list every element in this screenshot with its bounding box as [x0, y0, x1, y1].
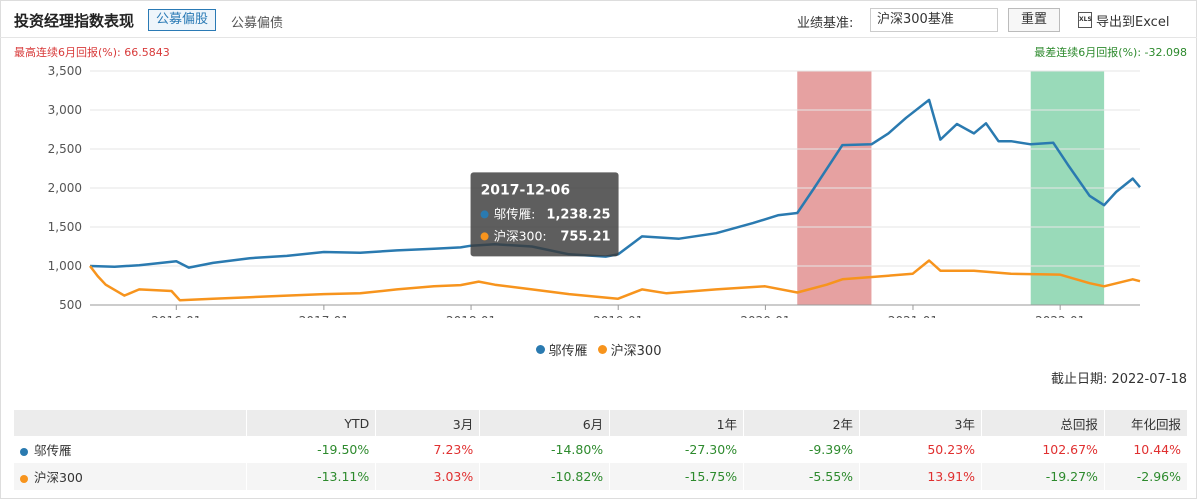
benchmark-input[interactable]: 沪深300基准 [870, 8, 998, 32]
legend-item-index[interactable]: 沪深300 [597, 340, 662, 359]
table-header-total: 总回报 [981, 410, 1105, 436]
x-tick-label: 2022-01 [1035, 314, 1085, 318]
legend-label-manager: 邬传雁 [548, 344, 588, 359]
x-tick-label: 2021-01 [888, 314, 938, 318]
table-row: 邬传雁 -19.50% 7.23% -14.80% -27.30% -9.39% 50.23… [14, 436, 1189, 463]
series-line-manager [89, 98, 1141, 269]
performance-table: YTD 3月 6月 1年 2年 3年 总回报 年化回报 邬传雁 -19.50% 7.… [14, 410, 1189, 490]
x-tick-label: 2020-01 [740, 314, 790, 318]
table-header-1y: 1年 [609, 410, 745, 436]
table-cell-value: -14.80% [479, 436, 611, 463]
table-cell-value: -27.30% [609, 436, 745, 463]
table-row: 沪深300 -13.11% 3.03% -10.82% -15.75% -5.55% 13.… [14, 463, 1189, 490]
tooltip-series-value: 755.21 [560, 229, 610, 244]
tooltip-series-dot [480, 210, 489, 219]
table-cell-value: -19.50% [246, 436, 377, 463]
table-cell-value: -9.39% [743, 436, 861, 463]
header-bar: 投资经理指数表现 公募偏股 公募偏债 业绩基准: 沪深300基准 重置 XLS … [0, 0, 1197, 38]
table-header-ytd: YTD [246, 410, 377, 436]
tooltip-series-name: 邬传雁: [494, 206, 536, 221]
legend-dot-manager [535, 345, 545, 354]
y-tick-label: 2,500 [48, 142, 82, 156]
page-title: 投资经理指数表现 [14, 12, 135, 30]
x-tick-label: 2017-01 [299, 314, 349, 318]
series-name: 邬传雁 [34, 443, 72, 458]
table-header-2y: 2年 [743, 410, 861, 436]
table-cell-value: 7.23% [375, 436, 481, 463]
legend-dot-index [597, 345, 607, 354]
reset-button[interactable]: 重置 [1008, 8, 1060, 32]
x-tick-label: 2018-01 [446, 314, 496, 318]
table-header-annualized: 年化回报 [1104, 410, 1189, 436]
worst-6m-return: 最差连续6月回报(%): -32.098 [1034, 46, 1187, 59]
table-cell-value: -19.27% [981, 463, 1105, 490]
table-cell-value: -15.75% [609, 463, 745, 490]
performance-chart: 500 1,000 1,500 2,000 2,500 3,000 3,500 2016-01… [48, 64, 1141, 318]
table-cell-value: 50.23% [859, 436, 982, 463]
export-excel-button[interactable]: XLS 导出到Excel [1078, 10, 1169, 30]
chart-legend: 邬传雁 沪深300 [0, 340, 1197, 359]
table-cell-value: -13.11% [246, 463, 377, 490]
table-cell-value: -2.96% [1104, 463, 1189, 490]
table-header-6m: 6月 [479, 410, 611, 436]
tooltip-series-dot [480, 232, 489, 241]
tab-equity-funds[interactable]: 公募偏股 [148, 9, 217, 31]
table-header-row: YTD 3月 6月 1年 2年 3年 总回报 年化回报 [14, 410, 1189, 436]
as-of-date: 截止日期: 2022-07-18 [1050, 372, 1187, 387]
table-header-3y: 3年 [859, 410, 982, 436]
table-cell-value: 102.67% [981, 436, 1105, 463]
y-tick-label: 1,500 [48, 220, 82, 234]
y-tick-label: 2,000 [48, 181, 82, 195]
tooltip-date: 2017-12-06 [481, 182, 571, 198]
table-header-3m: 3月 [375, 410, 481, 436]
tooltip-series-name: 沪深300: [494, 228, 547, 243]
y-tick-label: 500 [59, 298, 82, 312]
table-cell-name: 沪深300 [14, 463, 248, 490]
table-cell-name: 邬传雁 [14, 436, 248, 463]
table-cell-value: 13.91% [859, 463, 982, 490]
series-name: 沪深300 [34, 470, 83, 485]
legend-label-index: 沪深300 [610, 344, 662, 359]
tooltip-series-value: 1,238.25 [546, 207, 610, 222]
series-dot [20, 474, 28, 483]
y-tick-label: 3,500 [48, 64, 82, 78]
series-dot [20, 447, 28, 456]
x-tick-label: 2016-01 [151, 314, 201, 318]
table-header-name [14, 410, 248, 436]
y-tick-label: 3,000 [48, 103, 82, 117]
table-cell-value: -5.55% [743, 463, 861, 490]
benchmark-label: 业绩基准: [797, 16, 854, 31]
series-line-index [89, 259, 1141, 302]
legend-item-manager[interactable]: 邬传雁 [535, 340, 588, 359]
table-cell-value: -10.82% [479, 463, 611, 490]
x-tick-label: 2019-01 [593, 314, 643, 318]
excel-file-icon: XLS [1078, 12, 1092, 28]
best-6m-return: 最高连续6月回报(%): 66.5843 [14, 46, 170, 59]
table-cell-value: 10.44% [1104, 436, 1189, 463]
table-cell-value: 3.03% [375, 463, 481, 490]
y-tick-label: 1,000 [48, 259, 82, 273]
tab-bond-funds[interactable]: 公募偏债 [231, 16, 284, 31]
export-excel-label: 导出到Excel [1096, 14, 1170, 30]
tooltip-box [470, 172, 619, 257]
